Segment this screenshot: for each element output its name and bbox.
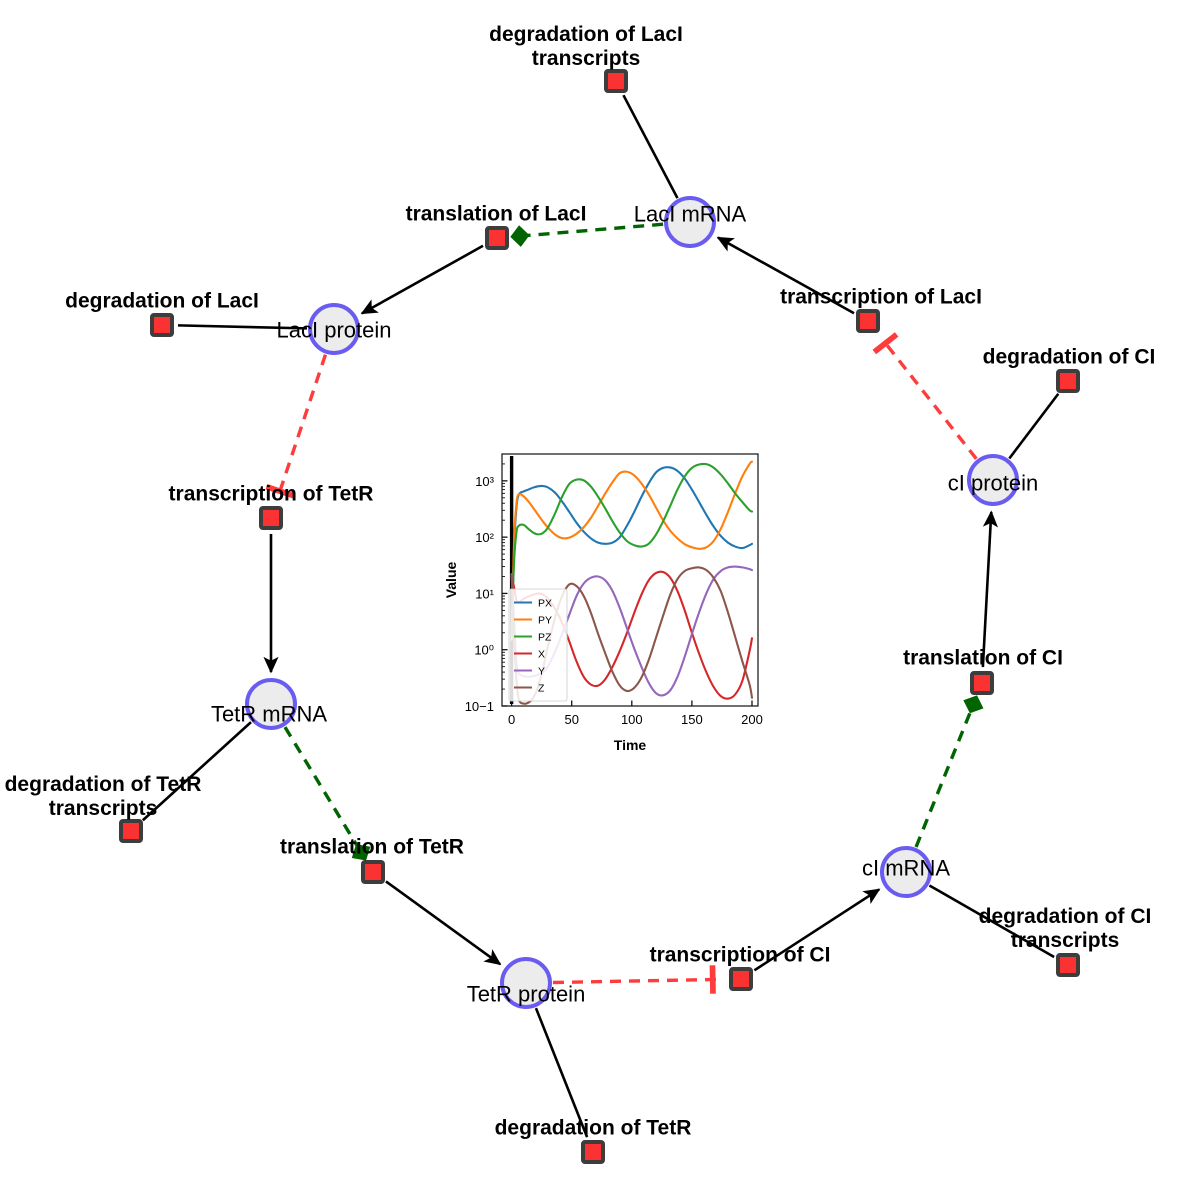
reaction-label-deg_tetr: degradation of TetR	[494, 1116, 692, 1140]
edge-laci_mrna-to-deg_laci_tr[interactable]	[622, 94, 679, 199]
species-node-ci_prot[interactable]	[967, 454, 1019, 506]
x-axis-label: Time	[614, 737, 647, 753]
species-label-tetr_mrna: TetR mRNA	[210, 701, 328, 727]
reaction-label-tsl_ci: translation of CI	[903, 646, 1063, 670]
species-label-laci_prot: LacI protein	[276, 317, 392, 343]
reaction-label-deg_laci_tr: degradation of LacI transcripts	[489, 22, 683, 70]
legend-label-PZ: PZ	[538, 632, 552, 644]
edge-laci_prot-to-txn_tetr[interactable]	[265, 354, 328, 499]
reaction-label-txn_ci: transcription of CI	[649, 943, 831, 967]
series-line-PY	[510, 460, 754, 641]
series-line-PX	[510, 466, 754, 634]
reaction-node-txn_ci[interactable]	[729, 967, 753, 991]
species-node-laci_mrna[interactable]	[664, 196, 716, 248]
legend-label-PY: PY	[538, 615, 552, 627]
y-tick-label: 10⁰	[474, 643, 494, 658]
reaction-node-txn_tetr[interactable]	[259, 506, 283, 530]
reaction-label-deg_ci_tr: degradation of CI transcripts	[978, 904, 1152, 952]
reaction-label-tsl_laci: translation of LacI	[405, 202, 587, 226]
edge-txn_laci-to-laci_mrna[interactable]	[716, 236, 855, 315]
x-tick-label: 100	[621, 712, 643, 727]
reaction-node-tsl_tetr[interactable]	[361, 860, 385, 884]
reaction-label-tsl_tetr: translation of TetR	[280, 835, 464, 859]
legend-label-Z: Z	[538, 683, 545, 695]
reaction-node-tsl_laci[interactable]	[485, 226, 509, 250]
species-node-tetr_mrna[interactable]	[245, 678, 297, 730]
y-tick-label: 10³	[475, 474, 494, 489]
inset-time-series-chart: 10−1 10⁰ 10¹ 10² 10³ 0 50 100 150 200 Time Value PX P…	[440, 440, 770, 758]
species-node-tetr_prot[interactable]	[500, 957, 552, 1009]
edge-laci_mrna-to-tsl_laci[interactable]	[510, 222, 664, 247]
reaction-node-deg_laci_tr[interactable]	[604, 69, 628, 93]
reaction-node-txn_laci[interactable]	[856, 309, 880, 333]
x-tick-label: 150	[681, 712, 703, 727]
reaction-node-deg_ci[interactable]	[1056, 369, 1080, 393]
legend-label-X: X	[538, 649, 545, 661]
species-label-tetr_prot: TetR protein	[466, 981, 586, 1007]
y-tick-label: 10¹	[475, 586, 494, 601]
edge-txn_ci-to-ci_mrna[interactable]	[753, 888, 881, 972]
species-label-ci_mrna: cI mRNA	[862, 855, 950, 881]
y-tick-label: 10−1	[465, 699, 494, 714]
chart-svg: 10−1 10⁰ 10¹ 10² 10³ 0 50 100 150 200 Time Value PX P…	[443, 453, 763, 753]
reaction-label-deg_ci: degradation of CI	[982, 345, 1156, 369]
legend-label-PX: PX	[538, 598, 552, 610]
edge-tetr_mrna-to-deg_tetr_tr[interactable]	[141, 721, 252, 822]
edge-deg_ci-to-ci_prot[interactable]	[1008, 392, 1060, 460]
edge-ci_mrna-to-tsl_ci[interactable]	[914, 695, 984, 848]
x-tick-label: 200	[741, 712, 763, 727]
edge-tsl_tetr-to-tetr_prot[interactable]	[385, 880, 502, 966]
reaction-node-deg_tetr[interactable]	[581, 1140, 605, 1164]
edge-deg_laci-to-laci_prot[interactable]	[177, 324, 308, 330]
edge-ci_mrna-to-deg_ci_tr[interactable]	[928, 884, 1055, 959]
x-tick-label: 0	[508, 712, 515, 727]
reaction-label-deg_laci: degradation of LacI	[65, 289, 259, 313]
series-line-PZ	[510, 462, 754, 637]
edge-tsl_laci-to-laci_prot[interactable]	[360, 244, 484, 315]
species-node-laci_prot[interactable]	[308, 303, 360, 355]
edge-tsl_ci-to-ci_prot[interactable]	[981, 510, 999, 668]
reaction-node-deg_ci_tr[interactable]	[1056, 953, 1080, 977]
species-label-laci_mrna: LacI mRNA	[633, 201, 747, 227]
reaction-node-deg_laci[interactable]	[150, 313, 174, 337]
species-node-ci_mrna[interactable]	[880, 846, 932, 898]
x-tick-label: 50	[564, 712, 578, 727]
reaction-node-deg_tetr_tr[interactable]	[119, 819, 143, 843]
reaction-label-txn_tetr: transcription of TetR	[168, 482, 374, 506]
species-label-ci_prot: cI protein	[947, 470, 1039, 496]
y-axis-label: Value	[443, 562, 459, 599]
reaction-label-deg_tetr_tr: degradation of TetR transcripts	[4, 772, 202, 820]
y-tick-label: 10²	[475, 530, 494, 545]
reaction-node-tsl_ci[interactable]	[970, 671, 994, 695]
reaction-label-txn_laci: transcription of LacI	[780, 285, 982, 309]
edge-tetr_mrna-to-tsl_tetr[interactable]	[283, 726, 371, 861]
chart-legend-box	[508, 588, 568, 702]
edge-tetr_prot-to-txn_ci[interactable]	[552, 965, 717, 994]
edge-ci_prot-to-txn_laci[interactable]	[872, 332, 978, 460]
legend-label-Y: Y	[538, 666, 545, 678]
edge-tetr_prot-to-deg_tetr[interactable]	[534, 1007, 589, 1138]
